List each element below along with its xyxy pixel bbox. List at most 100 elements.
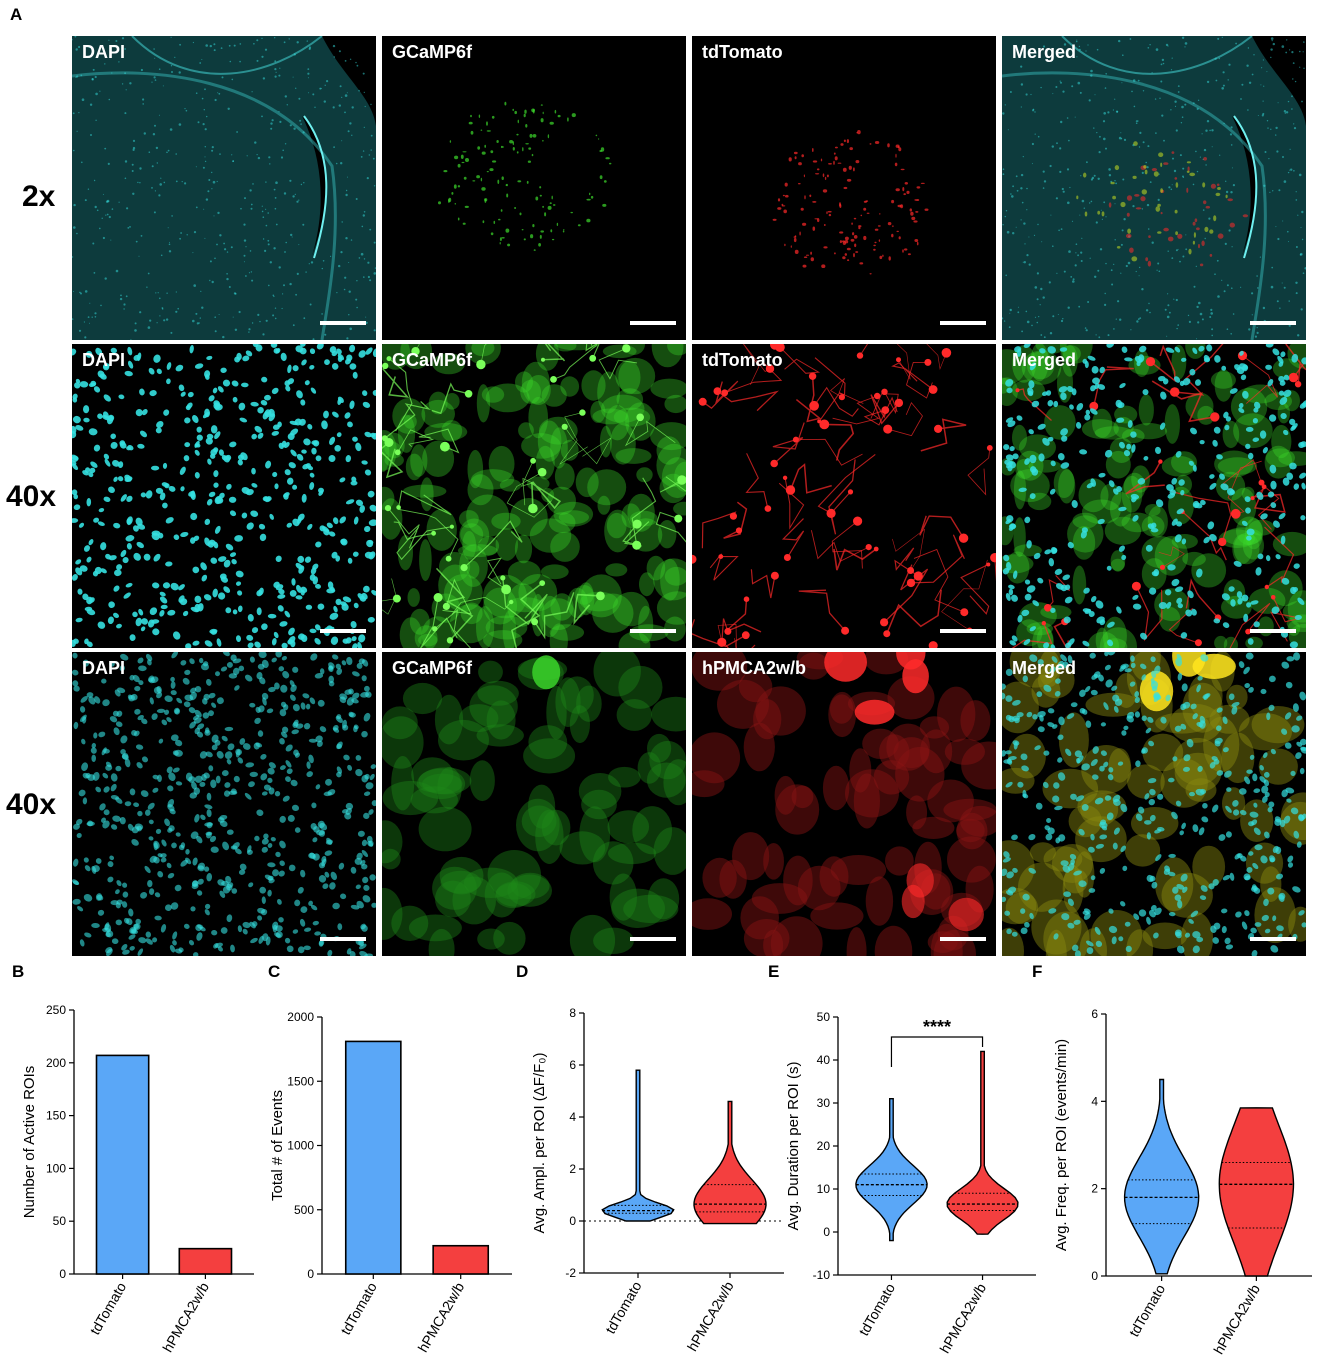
scale-bar xyxy=(320,629,366,633)
y-axis-label: Avg. Freq. per ROI (events/min) xyxy=(1053,1039,1070,1251)
micrograph-tile: DAPI xyxy=(72,344,376,648)
channel-label: GCaMP6f xyxy=(392,350,473,370)
magnification-label: 40x xyxy=(6,788,57,821)
y-tick-label: 1500 xyxy=(287,1074,314,1088)
y-tick-label: 500 xyxy=(294,1203,314,1217)
violin xyxy=(1123,1078,1200,1275)
channel-label: DAPI xyxy=(82,350,126,370)
channel-label: hPMCA2w/b xyxy=(702,658,807,678)
micrograph-image xyxy=(692,344,996,648)
panel-letter: E xyxy=(768,962,779,981)
scale-bar xyxy=(630,629,676,633)
x-tick-label: tdTomato xyxy=(855,1280,898,1338)
micrograph-tile: tdTomato xyxy=(692,36,996,340)
y-tick-label: 1000 xyxy=(287,1139,314,1153)
micrograph-tile: Merged xyxy=(1002,36,1306,340)
y-tick-label: 20 xyxy=(817,1139,831,1153)
micrograph-image xyxy=(72,652,376,956)
x-tick-label: hPMCA2w/b xyxy=(159,1279,212,1355)
channel-label: DAPI xyxy=(82,42,126,62)
chart-e: E -10 0 10 20 30 40 50 Avg. Duration per ROI (s)… xyxy=(768,962,1036,1356)
channel-label: Merged xyxy=(1012,658,1077,678)
micrograph-tile: DAPI xyxy=(72,652,376,956)
violin xyxy=(1218,1107,1295,1277)
y-axis-label: Avg. Duration per ROI (s) xyxy=(785,1062,802,1231)
scale-bar xyxy=(940,629,986,633)
scale-bar xyxy=(630,937,676,941)
micrograph-tile: tdTomato xyxy=(692,344,996,648)
x-tick-label: tdTomato xyxy=(602,1278,645,1336)
channel-label: Merged xyxy=(1012,42,1077,62)
micrograph-image xyxy=(1002,344,1306,648)
bar xyxy=(344,1040,402,1275)
panel-letter: F xyxy=(1032,962,1042,981)
violin xyxy=(693,1100,767,1225)
y-tick-label: 2000 xyxy=(287,1010,314,1024)
violin xyxy=(946,1050,1019,1235)
y-tick-label: 250 xyxy=(46,1003,66,1017)
micrograph-tile: Merged xyxy=(1002,652,1306,956)
scale-bar xyxy=(940,937,986,941)
scale-bar xyxy=(630,321,676,325)
micrograph-image xyxy=(438,101,612,251)
bar xyxy=(432,1244,490,1275)
y-tick-label: 6 xyxy=(1091,1007,1098,1021)
y-axis-label: Avg. Ampl. per ROI (ΔF/F₀) xyxy=(531,1052,548,1233)
x-tick-label: tdTomato xyxy=(1126,1281,1169,1339)
channel-label: GCaMP6f xyxy=(392,658,473,678)
micrograph-tile: Merged xyxy=(1002,344,1306,648)
micrograph-image xyxy=(72,36,376,340)
chart-f: F 0 2 4 6 Avg. Freq. per ROI (events/min) tdTo… xyxy=(1032,962,1312,1357)
channel-label: Merged xyxy=(1012,350,1077,370)
chart-d: D -2 0 2 4 6 8 Avg. Ampl. per ROI (ΔF/F₀) tdToma… xyxy=(516,962,784,1354)
bar xyxy=(178,1247,233,1275)
y-tick-label: -2 xyxy=(565,1266,576,1280)
channel-label: tdTomato xyxy=(702,350,783,370)
y-tick-label: 4 xyxy=(569,1110,576,1124)
y-tick-label: 2 xyxy=(1091,1182,1098,1196)
y-tick-label: 200 xyxy=(46,1056,66,1070)
y-tick-label: 50 xyxy=(53,1214,67,1228)
y-tick-label: 100 xyxy=(46,1161,66,1175)
y-tick-label: 4 xyxy=(1091,1094,1098,1108)
magnification-label: 40x xyxy=(6,480,57,513)
channel-label: tdTomato xyxy=(702,42,783,62)
significance-stars: **** xyxy=(923,1017,951,1037)
chart-c: C 0 500 1000 1500 2000 Total # of Events tdToma… xyxy=(268,962,512,1355)
micrograph-tile: DAPI xyxy=(72,36,376,340)
y-tick-label: 150 xyxy=(46,1109,66,1123)
violin xyxy=(855,1098,928,1242)
micrograph-image xyxy=(72,344,376,648)
y-tick-label: 10 xyxy=(817,1182,831,1196)
channel-label: GCaMP6f xyxy=(392,42,473,62)
micrograph-image xyxy=(692,652,996,956)
y-tick-label: 30 xyxy=(817,1096,831,1110)
panel-letter: C xyxy=(268,962,280,981)
y-tick-label: 0 xyxy=(569,1214,576,1228)
magnification-label: 2x xyxy=(22,180,56,213)
significance-bracket xyxy=(890,1036,984,1067)
y-tick-label: 40 xyxy=(817,1053,831,1067)
y-tick-label: 0 xyxy=(823,1225,830,1239)
x-tick-label: tdTomato xyxy=(87,1279,130,1337)
scale-bar xyxy=(940,321,986,325)
y-axis-label: Total # of Events xyxy=(269,1090,286,1201)
y-tick-label: 50 xyxy=(817,1010,831,1024)
x-tick-label: hPMCA2w/b xyxy=(936,1280,989,1356)
micrograph-image xyxy=(1002,36,1306,340)
micrograph-tile: GCaMP6f xyxy=(382,652,686,956)
y-tick-label: 0 xyxy=(1091,1269,1098,1283)
micrograph-tile: GCaMP6f xyxy=(382,344,686,648)
chart-b: B 0 50 100 150 200 250 Number of Active ROIs tdT… xyxy=(12,962,254,1355)
y-tick-label: 0 xyxy=(307,1267,314,1281)
x-tick-label: hPMCA2w/b xyxy=(415,1279,468,1355)
micrograph-tile: GCaMP6f xyxy=(382,36,686,340)
y-tick-label: 8 xyxy=(569,1006,576,1020)
y-tick-label: 2 xyxy=(569,1162,576,1176)
y-tick-label: 6 xyxy=(569,1058,576,1072)
scale-bar xyxy=(1250,321,1296,325)
channel-label: DAPI xyxy=(82,658,126,678)
violin xyxy=(601,1069,675,1222)
y-tick-label: 0 xyxy=(59,1267,66,1281)
micrograph-image xyxy=(1002,652,1306,956)
